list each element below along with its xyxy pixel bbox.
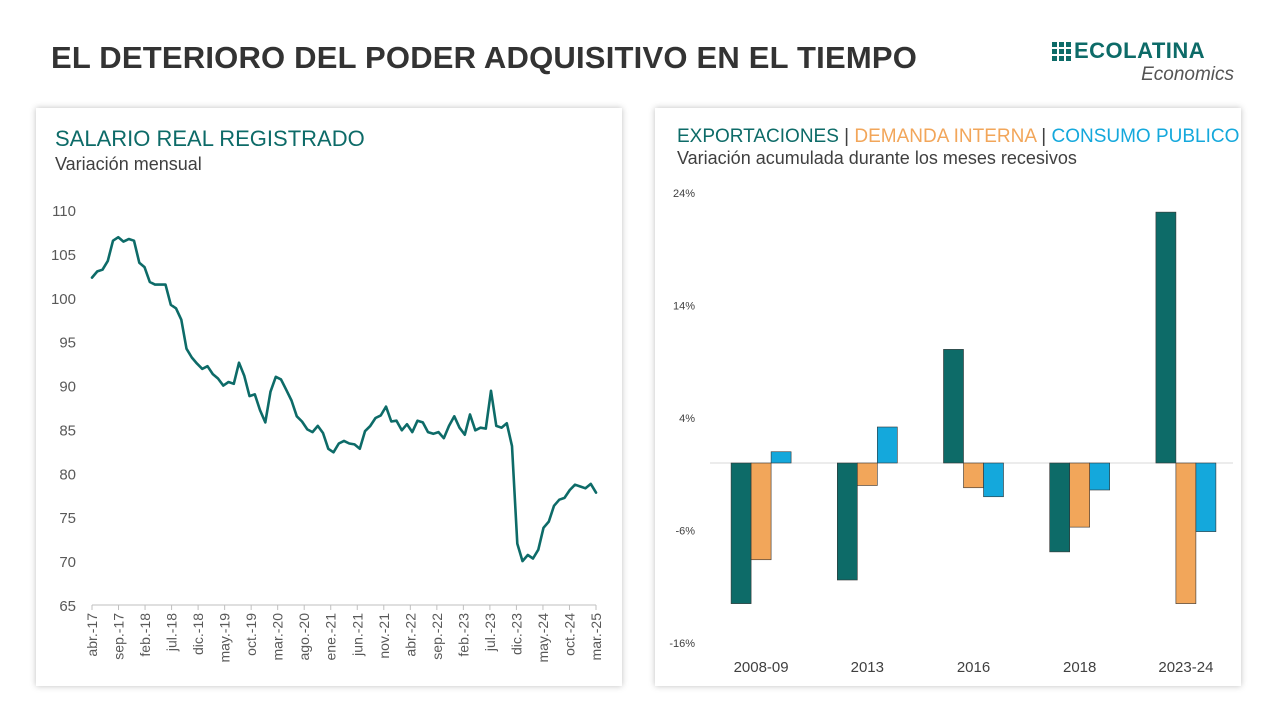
x-tick-label: jul.-23 — [482, 613, 498, 652]
bar-demanda-interna — [1175, 462, 1197, 604]
x-tick-label: may.-19 — [217, 613, 233, 663]
x-tick-label: dic.-23 — [508, 613, 524, 655]
y-tick-label: 65 — [59, 598, 76, 615]
bar-demanda-interna — [963, 462, 984, 489]
recession-chart-card: EXPORTACIONES | DEMANDA INTERNA | CONSUM… — [655, 108, 1241, 686]
grid-logo-icon — [1052, 42, 1071, 61]
title-consumo-publico: CONSUMO PUBLICO — [1051, 126, 1240, 147]
bar-demanda-interna — [750, 462, 772, 561]
x-tick-label: ene.-21 — [323, 613, 339, 661]
bar-exportaciones — [1155, 211, 1177, 464]
bar-consumo-publico — [1195, 462, 1217, 532]
y-tick-label: 105 — [51, 247, 76, 264]
x-tick-label: abr.-17 — [84, 613, 100, 657]
title-separator: | — [1041, 126, 1047, 147]
bar-consumo-publico — [770, 451, 792, 464]
y-tick-label: 90 — [59, 379, 76, 396]
bar-demanda-interna — [857, 462, 878, 486]
x-category-label: 2018 — [1063, 659, 1096, 676]
y-tick-label: 4% — [679, 413, 695, 425]
x-tick-label: jun.-21 — [349, 613, 365, 657]
x-tick-label: oct.-24 — [561, 613, 577, 656]
title-separator: | — [844, 126, 850, 147]
x-tick-label: sep.-17 — [111, 613, 127, 660]
bar-demanda-interna — [1069, 462, 1091, 528]
logo-brand: ECOLATINA — [1074, 38, 1206, 63]
title-demanda-interna: DEMANDA INTERNA — [854, 126, 1036, 147]
y-tick-label: 75 — [59, 510, 76, 527]
x-tick-label: sep.-22 — [429, 613, 445, 660]
x-category-label: 2013 — [851, 659, 884, 676]
y-tick-label: 95 — [59, 335, 76, 352]
bar-exportaciones — [730, 462, 752, 604]
x-tick-label: mar.-25 — [588, 613, 604, 661]
y-tick-label: 14% — [673, 301, 695, 313]
ecolatina-logo: ECOLATINA Economics — [1050, 38, 1240, 86]
bar-exportaciones — [837, 462, 858, 581]
y-tick-label: 24% — [673, 188, 695, 200]
recession-chart-subtitle: Variación acumulada durante los meses re… — [677, 148, 1077, 168]
salary-series-line — [90, 235, 598, 563]
x-category-label: 2008-09 — [734, 659, 789, 676]
x-tick-label: jul.-18 — [164, 613, 180, 652]
bar-exportaciones — [943, 349, 964, 464]
bar-consumo-publico — [1089, 462, 1111, 491]
y-tick-label: 85 — [59, 422, 76, 439]
x-category-label: 2016 — [957, 659, 990, 676]
salary-chart-card: SALARIO REAL REGISTRADO Variación mensua… — [36, 108, 622, 686]
x-tick-label: oct.-19 — [243, 613, 259, 656]
y-tick-label: 100 — [51, 291, 76, 308]
x-category-label: 2023-24 — [1158, 659, 1213, 676]
y-tick-label: -6% — [675, 526, 695, 538]
salary-chart-subtitle: Variación mensual — [55, 154, 202, 174]
y-tick-label: -16% — [669, 638, 695, 650]
page-title: EL DETERIORO DEL PODER ADQUISITIVO EN EL… — [51, 40, 918, 75]
y-tick-label: 80 — [59, 466, 76, 483]
bar-exportaciones — [1049, 462, 1071, 553]
x-tick-label: nov.-21 — [376, 613, 392, 659]
x-tick-label: may.-24 — [535, 613, 551, 663]
bar-consumo-publico — [983, 462, 1004, 498]
recession-bar-chart: 24% 14% 4% -6% -16% 2008-09 2013 2016 2018 2023-2… — [669, 188, 1233, 676]
y-tick-label: 110 — [52, 203, 76, 220]
logo-subtitle: Economics — [1141, 64, 1234, 85]
bar-consumo-publico — [877, 426, 898, 464]
x-tick-label: feb.-18 — [137, 613, 153, 657]
y-tick-label: 70 — [59, 554, 76, 571]
salary-line-chart: 110 105 100 95 90 85 80 75 70 65 abr.-17 sep.-17 feb… — [51, 203, 604, 663]
x-tick-label: abr.-22 — [402, 613, 418, 657]
x-tick-label: dic.-18 — [190, 613, 206, 655]
title-exportaciones: EXPORTACIONES — [677, 126, 839, 147]
recession-chart-title: EXPORTACIONES | DEMANDA INTERNA | CONSUM… — [677, 126, 1239, 148]
salary-chart-title: SALARIO REAL REGISTRADO — [55, 126, 365, 151]
x-tick-label: feb.-23 — [455, 613, 471, 657]
x-tick-label: ago.-20 — [296, 613, 312, 661]
x-tick-label: mar.-20 — [270, 613, 286, 661]
